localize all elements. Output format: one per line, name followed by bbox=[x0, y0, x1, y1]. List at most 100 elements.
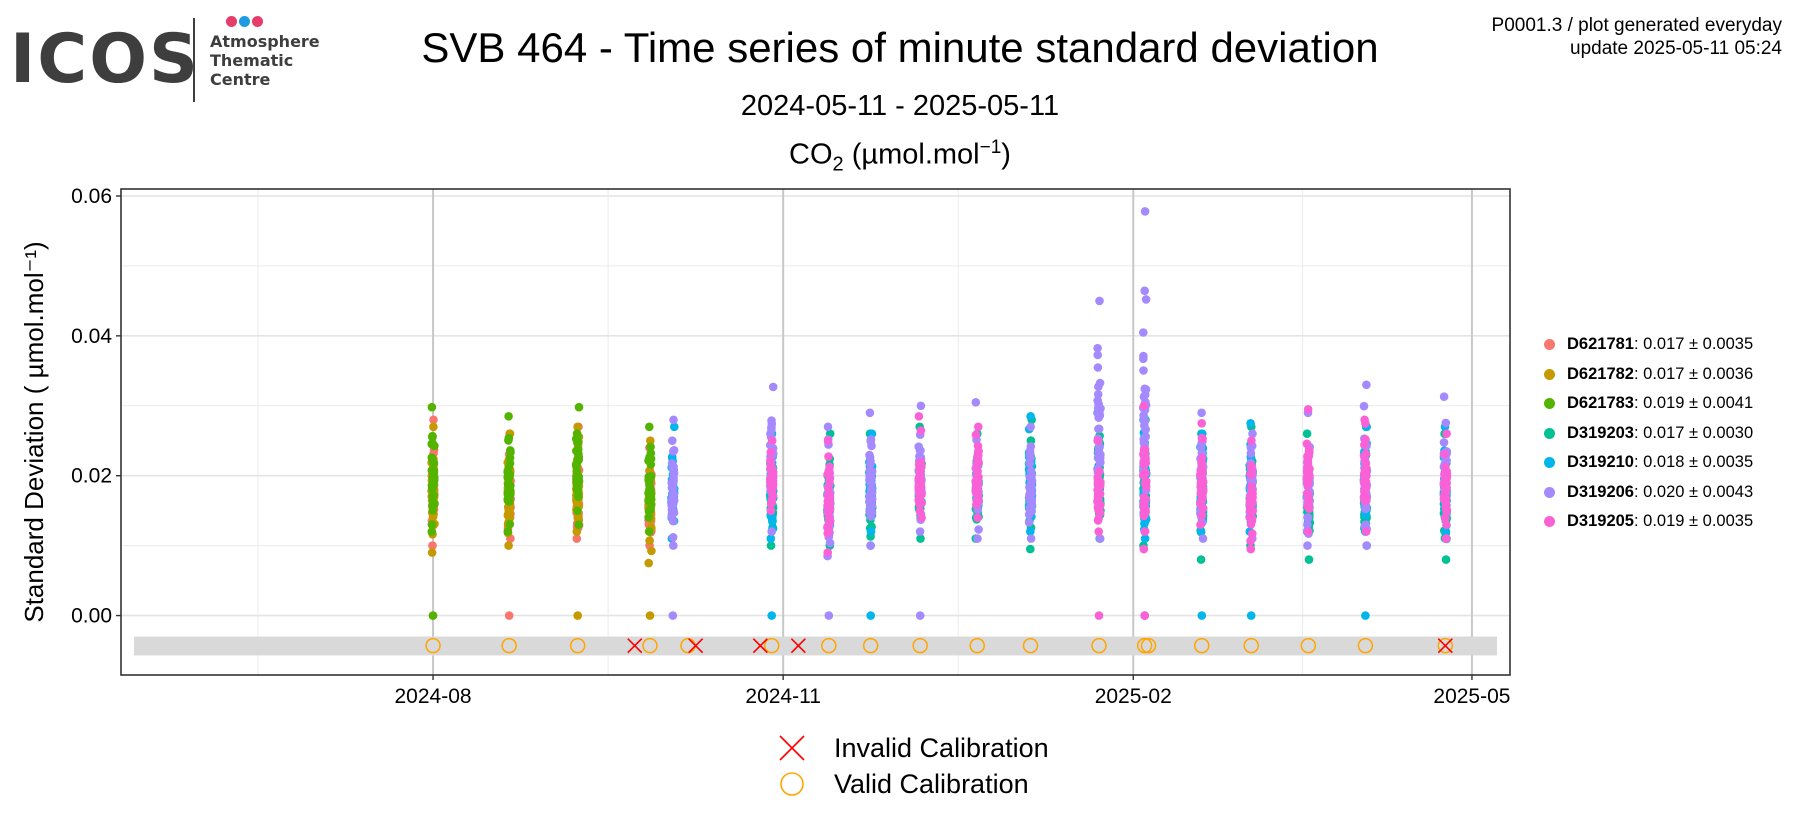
point-d319205 bbox=[1246, 544, 1256, 554]
point-d319206 bbox=[1093, 363, 1103, 372]
point-d319206 bbox=[866, 435, 876, 444]
species-superscript: −1 bbox=[979, 137, 1002, 158]
point-d319206 bbox=[668, 436, 677, 446]
legend-series-summary: : 0.017 ± 0.0030 bbox=[1633, 423, 1754, 442]
point-d319206 bbox=[1093, 390, 1103, 399]
calibration-legend-label: Invalid Calibration bbox=[834, 732, 1049, 763]
point-d319206 bbox=[865, 408, 875, 418]
point-d319206 bbox=[667, 478, 676, 488]
point-d319205 bbox=[1303, 405, 1313, 414]
point-d319206 bbox=[823, 422, 833, 432]
point-d319210 bbox=[1361, 511, 1371, 520]
point-d621783 bbox=[429, 472, 439, 482]
legend-series-name: D319205 bbox=[1567, 512, 1634, 531]
legend-swatch bbox=[1544, 398, 1555, 410]
point-d319205 bbox=[1197, 433, 1207, 443]
valid-calibration-marker bbox=[1194, 637, 1210, 654]
point-d621782 bbox=[645, 611, 655, 620]
point-d319205 bbox=[1139, 401, 1149, 411]
point-d319203 bbox=[1302, 429, 1312, 439]
plot-code: P0001.3 / plot generated everyday bbox=[1491, 15, 1782, 36]
page-title: SVB 464 - Time series of minute standard… bbox=[421, 24, 1379, 71]
point-d319206 bbox=[1095, 534, 1105, 543]
point-d319205 bbox=[1360, 454, 1370, 464]
legend-item: D319210: 0.018 ± 0.0035 bbox=[1540, 448, 1753, 478]
point-d319205 bbox=[1304, 468, 1313, 477]
logo-tagline: Atmosphere Thematic Centre bbox=[210, 32, 320, 89]
species-subscript: 2 bbox=[832, 153, 844, 176]
point-d319206 bbox=[1095, 296, 1104, 306]
point-d319210 bbox=[1246, 611, 1256, 620]
point-d319206 bbox=[1025, 506, 1035, 516]
icos-logo: ICOS Atmosphere Thematic Centre bbox=[10, 14, 340, 106]
point-d319206 bbox=[668, 533, 678, 542]
point-d319205 bbox=[824, 496, 833, 505]
point-d319203 bbox=[1304, 555, 1314, 564]
point-d319205 bbox=[916, 461, 926, 471]
valid-calibration-marker bbox=[642, 637, 658, 654]
calibration-legend: Invalid Calibration Valid Calibration bbox=[770, 730, 1049, 802]
point-d319206 bbox=[1303, 513, 1312, 522]
point-d319206 bbox=[1441, 418, 1451, 428]
point-d319205 bbox=[766, 447, 776, 457]
logo-line: Thematic bbox=[210, 51, 294, 70]
point-d621783 bbox=[646, 442, 655, 452]
point-d319205 bbox=[1094, 493, 1103, 503]
point-d319206 bbox=[668, 611, 678, 620]
y-tick-label: 0.02 bbox=[71, 465, 112, 488]
point-d319205 bbox=[1442, 506, 1452, 515]
point-d319206 bbox=[1139, 328, 1148, 337]
point-d319205 bbox=[1303, 480, 1313, 490]
point-d319206 bbox=[866, 459, 875, 469]
point-d319205 bbox=[971, 430, 981, 440]
point-d319205 bbox=[1141, 458, 1151, 468]
point-d319206 bbox=[668, 516, 678, 526]
point-d621783 bbox=[427, 453, 437, 462]
date-range-subtitle: 2024-05-11 - 2025-05-11 bbox=[740, 90, 1060, 122]
point-d621783 bbox=[644, 527, 654, 536]
point-d319210 bbox=[1441, 527, 1451, 536]
point-d319205 bbox=[1439, 494, 1449, 504]
point-d319210 bbox=[1196, 527, 1206, 536]
legend-item: D319206: 0.020 ± 0.0043 bbox=[1540, 478, 1753, 508]
point-d621783 bbox=[573, 506, 582, 516]
point-d319205 bbox=[1246, 506, 1255, 515]
point-d319205 bbox=[1141, 482, 1151, 492]
point-d621783 bbox=[505, 453, 515, 463]
point-d319205 bbox=[1247, 516, 1257, 525]
species-label: CO2 (µmol.mol−1) bbox=[0, 137, 1800, 176]
point-d319206 bbox=[1361, 504, 1370, 514]
point-d319206 bbox=[1026, 453, 1035, 462]
point-d319206 bbox=[1094, 424, 1103, 434]
point-d319205 bbox=[1442, 520, 1451, 530]
point-d319206 bbox=[669, 447, 678, 456]
point-d319205 bbox=[972, 488, 981, 498]
point-d319205 bbox=[915, 500, 924, 509]
x-tick-label: 2025-05 bbox=[1433, 685, 1510, 708]
point-d319205 bbox=[1361, 419, 1370, 428]
point-d319205 bbox=[768, 469, 777, 478]
point-d319206 bbox=[1439, 438, 1449, 447]
point-d621782 bbox=[504, 541, 513, 550]
point-d319206 bbox=[825, 538, 835, 548]
point-d319206 bbox=[767, 527, 776, 536]
point-d319206 bbox=[1359, 401, 1369, 411]
point-d621781 bbox=[428, 541, 437, 550]
invalid-calibration-marker bbox=[752, 638, 768, 654]
point-d319206 bbox=[1093, 343, 1102, 353]
y-tick-label: 0.04 bbox=[71, 325, 112, 348]
point-d319206 bbox=[1027, 499, 1036, 508]
valid-calibration-marker bbox=[969, 637, 985, 654]
point-d319203 bbox=[916, 534, 925, 543]
point-d319203 bbox=[766, 541, 776, 550]
species-unit: (µmol.mol bbox=[843, 138, 980, 171]
point-d319205 bbox=[1093, 475, 1103, 484]
point-d319206 bbox=[1139, 366, 1148, 375]
circle-icon bbox=[780, 772, 804, 796]
point-d621781 bbox=[572, 534, 582, 543]
point-d319205 bbox=[1441, 462, 1450, 472]
point-d621783 bbox=[645, 422, 654, 432]
legend-swatch bbox=[1544, 486, 1555, 498]
x-tick-label: 2025-02 bbox=[1095, 685, 1172, 708]
point-d621782 bbox=[573, 422, 582, 432]
